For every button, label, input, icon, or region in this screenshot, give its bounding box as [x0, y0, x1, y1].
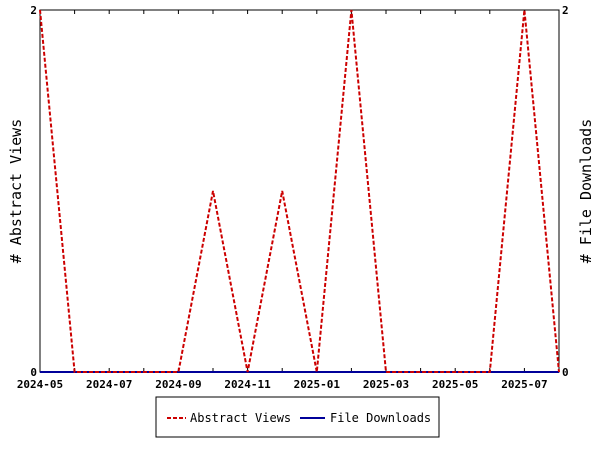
x-tick-label: 2024-11 — [224, 378, 271, 391]
series-line-abstract-views — [39, 9, 560, 373]
y-tick-label-right: 2 — [562, 4, 569, 17]
right-axis-title: # File Downloads — [577, 119, 595, 264]
x-tick-label: 2025-07 — [501, 378, 547, 391]
x-tick-label: 2025-03 — [363, 378, 409, 391]
y-tick-label-right: 0 — [562, 366, 569, 379]
plot-area — [39, 9, 560, 373]
x-tick-label: 2024-09 — [155, 378, 201, 391]
y-tick-label-left: 2 — [30, 4, 37, 17]
x-tick-label: 2025-05 — [432, 378, 478, 391]
series-layer — [39, 9, 560, 373]
x-tick-label: 2024-07 — [86, 378, 132, 391]
y-tick-label-left: 0 — [30, 366, 37, 379]
legend: Abstract Views File Downloads — [155, 396, 440, 438]
legend-label-file-downloads: File Downloads — [330, 411, 431, 425]
legend-box — [155, 396, 440, 438]
legend-label-abstract-views: Abstract Views — [190, 411, 291, 425]
x-tick-label: 2025-01 — [294, 378, 341, 391]
x-tick-label: 2024-05 — [17, 378, 63, 391]
left-axis-title: # Abstract Views — [7, 119, 25, 264]
